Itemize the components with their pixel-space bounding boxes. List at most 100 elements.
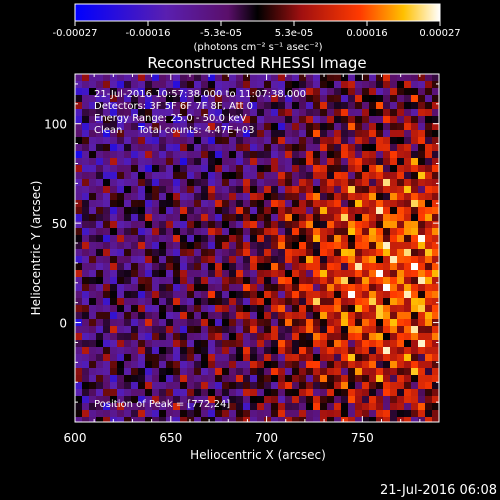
heatmap-cell — [131, 375, 139, 383]
heatmap-cell — [418, 382, 426, 390]
heatmap-cell — [89, 172, 97, 180]
heatmap-cell — [222, 186, 230, 194]
heatmap-cell — [264, 116, 272, 124]
heatmap-cell — [124, 221, 132, 229]
heatmap-cell — [432, 312, 439, 320]
heatmap-cell — [82, 284, 90, 292]
heatmap-cell — [250, 95, 258, 103]
heatmap-cell — [411, 389, 419, 397]
heatmap-cell — [236, 361, 244, 369]
heatmap-cell — [75, 410, 83, 418]
heatmap-cell — [292, 186, 300, 194]
heatmap-cell — [383, 256, 391, 264]
heatmap-cell — [390, 81, 398, 89]
heatmap-cell — [215, 263, 223, 271]
heatmap-cell — [117, 326, 125, 334]
heatmap-cell — [215, 340, 223, 348]
heatmap-cell — [82, 263, 90, 271]
heatmap-cell — [96, 95, 104, 103]
heatmap-cell — [187, 361, 195, 369]
heatmap-cell — [173, 130, 181, 138]
heatmap-cell — [278, 256, 286, 264]
heatmap-cell — [194, 263, 202, 271]
heatmap-cell — [117, 382, 125, 390]
heatmap-cell — [285, 368, 293, 376]
heatmap-cell — [390, 200, 398, 208]
heatmap-cell — [222, 298, 230, 306]
heatmap-cell — [271, 319, 279, 327]
heatmap-cell — [418, 368, 426, 376]
heatmap-cell — [411, 123, 419, 131]
heatmap-cell — [397, 375, 405, 383]
heatmap-cell — [271, 102, 279, 110]
heatmap-cell — [131, 74, 139, 82]
heatmap-cell — [194, 88, 202, 96]
heatmap-cell — [159, 319, 167, 327]
heatmap-cell — [222, 242, 230, 250]
heatmap-cell — [229, 172, 237, 180]
heatmap-cell — [390, 249, 398, 257]
heatmap-cell — [404, 242, 412, 250]
heatmap-cell — [418, 228, 426, 236]
heatmap-cell — [89, 137, 97, 145]
heatmap-cell — [432, 130, 439, 138]
heatmap-cell — [278, 109, 286, 117]
heatmap-cell — [96, 109, 104, 117]
heatmap-cell — [313, 368, 321, 376]
heatmap-cell — [327, 95, 335, 103]
heatmap-cell — [285, 130, 293, 138]
heatmap-cell — [103, 109, 111, 117]
heatmap-cell — [334, 319, 342, 327]
heatmap-cell — [369, 298, 377, 306]
heatmap-cell — [397, 221, 405, 229]
heatmap-cell — [194, 368, 202, 376]
heatmap-cell — [236, 235, 244, 243]
heatmap-cell — [299, 284, 307, 292]
heatmap-cell — [432, 88, 439, 96]
heatmap-cell — [124, 354, 132, 362]
heatmap-cell — [411, 137, 419, 145]
heatmap-cell — [124, 319, 132, 327]
heatmap-cell — [348, 116, 356, 124]
heatmap-cell — [390, 88, 398, 96]
heatmap-cell — [299, 109, 307, 117]
heatmap-cell — [194, 186, 202, 194]
heatmap-cell — [131, 151, 139, 159]
heatmap-cell — [194, 361, 202, 369]
heatmap-cell — [397, 102, 405, 110]
heatmap-cell — [96, 319, 104, 327]
heatmap-cell — [180, 214, 188, 222]
heatmap-cell — [432, 361, 439, 369]
heatmap-cell — [103, 137, 111, 145]
heatmap-cell — [117, 354, 125, 362]
heatmap-cell — [131, 361, 139, 369]
heatmap-cell — [201, 109, 209, 117]
heatmap-cell — [96, 361, 104, 369]
heatmap-cell — [369, 158, 377, 166]
heatmap-cell — [334, 95, 342, 103]
heatmap-cell — [82, 235, 90, 243]
heatmap-cell — [96, 277, 104, 285]
heatmap-cell — [103, 88, 111, 96]
heatmap-cell — [152, 81, 160, 89]
heatmap-cell — [173, 158, 181, 166]
heatmap-cell — [201, 123, 209, 131]
heatmap-cell — [229, 361, 237, 369]
heatmap-cell — [411, 74, 419, 82]
heatmap-cell — [257, 368, 265, 376]
heatmap-cell — [292, 74, 300, 82]
heatmap-cell — [292, 382, 300, 390]
heatmap-cell — [341, 74, 349, 82]
heatmap-cell — [348, 277, 356, 285]
heatmap-cell — [103, 172, 111, 180]
heatmap-cell — [159, 333, 167, 341]
heatmap-cell — [82, 102, 90, 110]
heatmap-cell — [215, 74, 223, 82]
heatmap-cell — [432, 207, 439, 215]
heatmap-cell — [75, 172, 83, 180]
heatmap-cell — [124, 403, 132, 411]
heatmap-cell — [124, 144, 132, 152]
heatmap-cell — [152, 88, 160, 96]
heatmap-cell — [138, 326, 146, 334]
heatmap-cell — [131, 95, 139, 103]
